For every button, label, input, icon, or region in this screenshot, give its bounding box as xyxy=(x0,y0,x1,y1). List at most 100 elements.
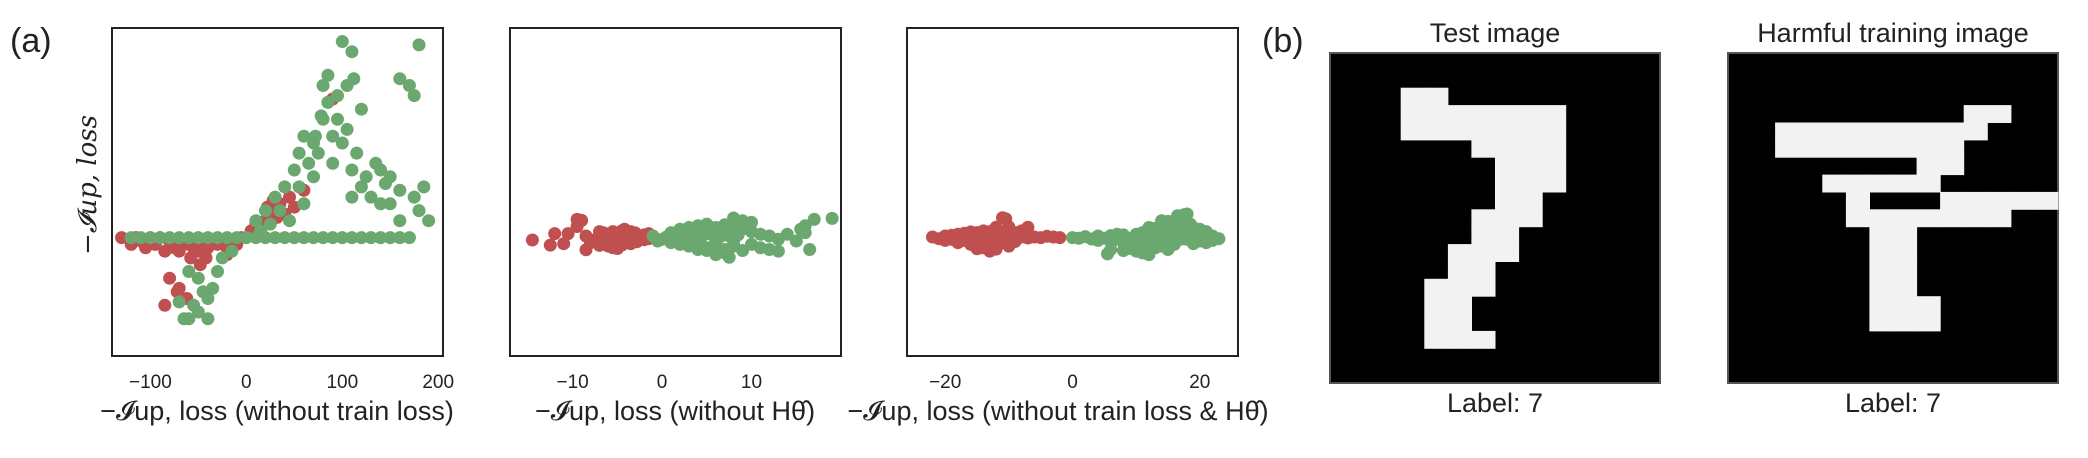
digit-pixel xyxy=(1542,174,1567,193)
digit-pixel xyxy=(1869,209,1894,228)
digit-pixel xyxy=(1869,261,1894,280)
plot-2-x-label: −𝓘up, loss (without Hθ̂) xyxy=(535,396,815,426)
helpful-point xyxy=(182,231,196,245)
digit-pixel xyxy=(1940,209,1965,228)
digit-pixel xyxy=(1963,209,1988,228)
digit-pixel xyxy=(1518,122,1543,141)
plot-2-frame xyxy=(509,27,842,357)
helpful-point xyxy=(1206,233,1219,247)
helpful-point xyxy=(1136,226,1149,240)
helpful-point xyxy=(722,250,736,264)
harmful-point xyxy=(283,190,296,204)
helpful-point xyxy=(807,212,821,226)
harmful-point xyxy=(989,220,1003,234)
helpful-point xyxy=(249,214,263,228)
digit-pixel xyxy=(1518,174,1543,193)
helpful-point xyxy=(268,231,282,245)
helpful-point xyxy=(172,295,186,309)
helpful-point xyxy=(412,38,426,52)
plot-3-x-label: −𝓘up, loss (without train loss & Hθ̂) xyxy=(847,396,1268,426)
helpful-point xyxy=(393,72,407,86)
x-tick-label: 0 xyxy=(241,372,252,393)
helpful-point xyxy=(191,271,205,285)
digit-pixel xyxy=(1495,139,1520,158)
helpful-point xyxy=(297,231,311,245)
helpful-point xyxy=(211,231,224,245)
digit-pixel xyxy=(1987,191,2012,210)
digit-pixel xyxy=(1916,157,1941,176)
helpful-point xyxy=(383,197,397,211)
x-tick-label: 100 xyxy=(326,372,358,393)
plot-1-markers xyxy=(115,35,436,326)
helpful-point xyxy=(124,231,138,245)
helpful-point xyxy=(278,180,292,194)
helpful-point xyxy=(311,146,325,160)
helpful-point xyxy=(292,146,306,160)
digit-pixel xyxy=(1471,278,1496,297)
digit-pixel xyxy=(1400,105,1425,123)
digit-pixel xyxy=(1845,174,1870,193)
digit-pixel xyxy=(1424,87,1449,106)
digit-pixel xyxy=(1798,139,1823,158)
helpful-point xyxy=(297,197,311,211)
digit-pixel xyxy=(1495,244,1520,262)
digit-pixel xyxy=(1495,191,1520,210)
helpful-point xyxy=(1180,228,1194,242)
digit-pixel xyxy=(1447,122,1472,141)
helpful-point xyxy=(307,231,320,245)
helpful-point xyxy=(771,244,785,258)
helpful-point xyxy=(347,72,361,86)
helpful-point xyxy=(417,180,431,194)
helpful-point xyxy=(278,231,292,245)
harmful-point xyxy=(548,227,562,241)
harmful-point xyxy=(1021,220,1035,234)
harmful-point xyxy=(964,232,978,246)
digit-pixel xyxy=(1542,139,1567,158)
harmful-point xyxy=(115,231,129,245)
helpful-point xyxy=(727,236,741,250)
digit-pixel xyxy=(1424,105,1449,123)
digit-pixel xyxy=(1869,139,1894,158)
digit-pixel xyxy=(1987,209,2012,228)
plot-1-frame xyxy=(111,27,444,357)
harmful-point xyxy=(619,236,633,250)
harmful-point xyxy=(172,244,186,258)
helpful-point xyxy=(359,170,373,184)
digit-pixel xyxy=(1424,330,1449,349)
digit-pixel xyxy=(1798,122,1823,141)
digit-pixel xyxy=(1893,296,1918,315)
scatter-plot-3: −20 0 20 −𝓘up, loss (without train loss & … xyxy=(847,27,1269,426)
helpful-point xyxy=(321,95,335,109)
harmful-point xyxy=(1008,234,1022,248)
helpful-point xyxy=(354,102,368,116)
harmful-point xyxy=(1040,229,1054,243)
helpful-point xyxy=(182,265,196,278)
harmful-image-panel: Harmful training image Label: 7 xyxy=(1727,18,2059,418)
helpful-point xyxy=(691,232,705,246)
digit-pixel xyxy=(1447,244,1472,262)
helpful-point xyxy=(326,156,340,170)
digit-pixel xyxy=(1447,105,1472,123)
y-axis-label: −𝓘up, loss xyxy=(73,115,103,255)
helpful-point xyxy=(230,231,244,245)
helpful-point xyxy=(412,204,426,218)
harmful-image-label: Label: 7 xyxy=(1845,388,1941,418)
digit-pixel xyxy=(1471,209,1496,228)
helpful-point xyxy=(803,243,817,256)
helpful-point xyxy=(1116,244,1130,257)
digit-pixel xyxy=(1471,244,1496,262)
plot-1-x-label: −𝓘up, loss (without train loss) xyxy=(100,396,454,426)
helpful-point xyxy=(402,79,416,92)
helpful-point xyxy=(225,244,239,258)
helpful-point xyxy=(393,214,407,228)
plot-3-x-ticks: −20 0 20 xyxy=(929,372,1210,393)
digit-pixel xyxy=(1869,122,1894,141)
digit-pixel xyxy=(1987,105,2012,123)
helpful-point xyxy=(314,109,328,123)
digit-pixel xyxy=(1869,278,1894,297)
harmful-image-title: Harmful training image xyxy=(1757,18,2029,48)
test-image-title: Test image xyxy=(1430,18,1561,48)
digit-pixel xyxy=(1495,174,1520,193)
helpful-point xyxy=(297,129,311,143)
digit-pixel xyxy=(1400,87,1425,106)
